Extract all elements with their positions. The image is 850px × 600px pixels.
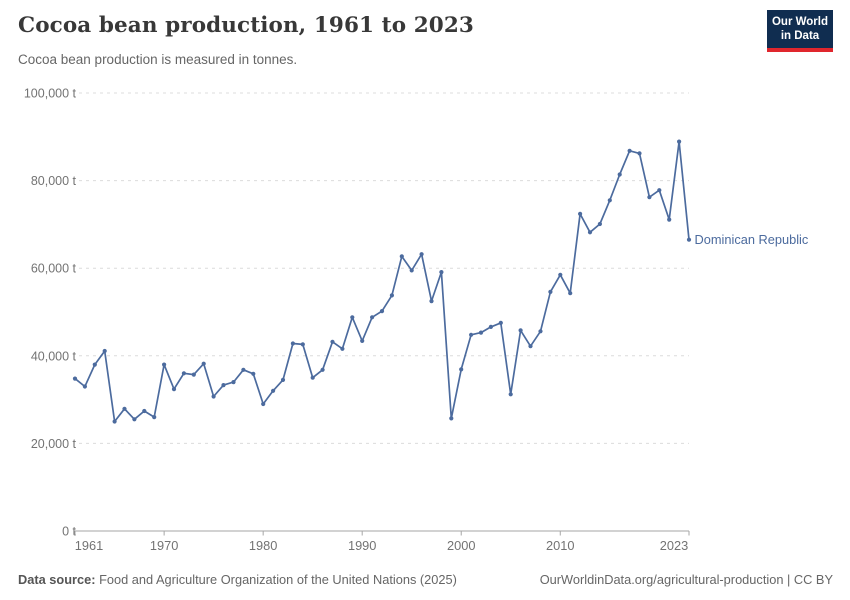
- data-point[interactable]: [667, 217, 672, 222]
- data-point[interactable]: [171, 387, 177, 392]
- x-axis-label: 1961: [75, 538, 103, 553]
- data-point[interactable]: [379, 309, 385, 314]
- data-point[interactable]: [597, 221, 603, 227]
- data-point[interactable]: [261, 401, 266, 407]
- data-point[interactable]: [389, 293, 394, 298]
- x-axis-label: 2023: [660, 538, 688, 553]
- series-label[interactable]: Dominican Republic: [695, 232, 809, 247]
- y-axis-label: 80,000 t: [31, 174, 77, 188]
- data-point[interactable]: [399, 254, 404, 259]
- data-point[interactable]: [686, 237, 692, 242]
- data-point[interactable]: [300, 342, 305, 347]
- y-axis-label: 20,000 t: [31, 437, 77, 451]
- data-point[interactable]: [568, 291, 573, 296]
- owid-logo-line2: in Data: [780, 29, 820, 42]
- data-point[interactable]: [449, 416, 454, 421]
- y-axis-label: 0 t: [62, 525, 76, 539]
- data-point[interactable]: [181, 371, 186, 376]
- data-point[interactable]: [657, 188, 662, 193]
- data-point[interactable]: [498, 320, 503, 325]
- x-axis-label: 1990: [348, 538, 376, 553]
- y-axis-label: 40,000 t: [31, 349, 77, 363]
- data-point[interactable]: [191, 372, 196, 377]
- owid-logo-line1: Our World: [771, 16, 828, 28]
- data-point[interactable]: [578, 211, 583, 216]
- data-point[interactable]: [142, 408, 147, 414]
- data-point[interactable]: [508, 392, 513, 397]
- data-point[interactable]: [241, 367, 246, 372]
- x-axis-label: 1970: [150, 538, 178, 553]
- footer-link[interactable]: OurWorldinData.org/agricultural-producti…: [539, 572, 833, 587]
- data-point[interactable]: [488, 324, 493, 329]
- page-title: Cocoa bean production, 1961 to 2023: [18, 13, 474, 38]
- data-point[interactable]: [528, 344, 533, 349]
- data-point[interactable]: [548, 289, 553, 294]
- data-point[interactable]: [587, 230, 593, 235]
- data-point[interactable]: [211, 394, 216, 399]
- data-source-text: Food and Agriculture Organization of the…: [95, 572, 457, 587]
- data-point[interactable]: [429, 299, 434, 304]
- data-point[interactable]: [558, 272, 563, 277]
- data-point[interactable]: [370, 315, 375, 320]
- data-point[interactable]: [538, 329, 543, 334]
- data-point[interactable]: [102, 348, 107, 354]
- data-point[interactable]: [627, 148, 632, 153]
- data-point[interactable]: [251, 371, 256, 376]
- chart-line: [74, 140, 690, 423]
- data-point[interactable]: [72, 376, 78, 381]
- data-point[interactable]: [330, 339, 335, 344]
- data-point[interactable]: [677, 139, 682, 144]
- data-point[interactable]: [617, 172, 622, 177]
- footer: Data source: Food and Agriculture Organi…: [18, 572, 833, 587]
- y-axis-label: 60,000 t: [31, 262, 77, 276]
- data-point[interactable]: [231, 380, 236, 385]
- data-point[interactable]: [469, 332, 474, 337]
- data-point[interactable]: [122, 406, 127, 411]
- data-point[interactable]: [350, 315, 355, 320]
- data-point[interactable]: [607, 198, 612, 203]
- data-point[interactable]: [112, 419, 117, 424]
- data-point[interactable]: [360, 338, 365, 343]
- x-axis-label: 2010: [546, 538, 574, 553]
- data-point[interactable]: [419, 252, 424, 257]
- x-axis-label: 2000: [447, 538, 475, 553]
- x-axis-label: 1980: [249, 538, 277, 553]
- data-point[interactable]: [478, 330, 484, 335]
- data-point[interactable]: [518, 328, 523, 333]
- data-point[interactable]: [340, 346, 345, 351]
- page-subtitle: Cocoa bean production is measured in ton…: [18, 52, 298, 67]
- data-point[interactable]: [271, 388, 276, 393]
- data-point[interactable]: [310, 375, 315, 380]
- data-point[interactable]: [280, 377, 286, 382]
- data-point[interactable]: [290, 341, 295, 346]
- data-point[interactable]: [221, 383, 226, 388]
- data-point[interactable]: [320, 367, 325, 372]
- data-point[interactable]: [92, 362, 97, 367]
- owid-logo[interactable]: Our World in Data: [767, 10, 833, 52]
- data-point[interactable]: [132, 417, 137, 422]
- data-point[interactable]: [637, 151, 642, 156]
- data-point[interactable]: [162, 362, 167, 367]
- data-point[interactable]: [82, 384, 87, 389]
- data-source: Data source: Food and Agriculture Organi…: [18, 572, 457, 587]
- data-point[interactable]: [409, 268, 414, 273]
- data-point[interactable]: [201, 361, 206, 366]
- data-point[interactable]: [459, 367, 464, 372]
- data-point[interactable]: [152, 415, 157, 420]
- data-point[interactable]: [439, 270, 444, 275]
- data-point[interactable]: [647, 195, 652, 200]
- data-source-label: Data source:: [18, 572, 96, 587]
- y-axis-label: 100,000 t: [24, 87, 77, 101]
